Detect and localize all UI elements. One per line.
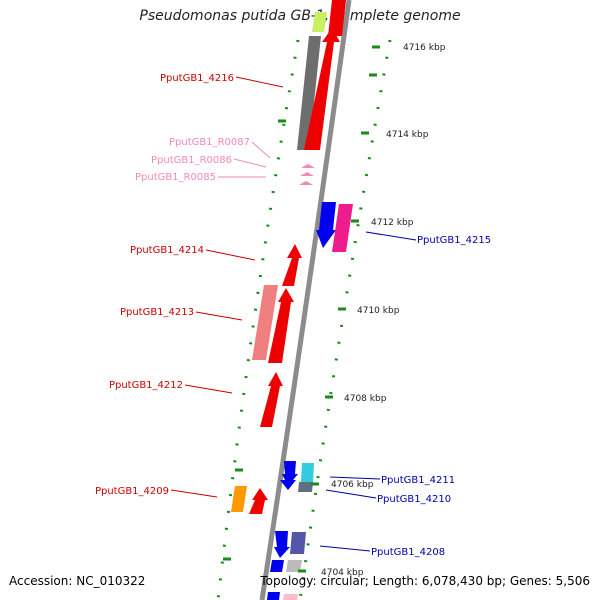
gene-label-4215: PputGB1_4215 <box>417 235 491 246</box>
topology-text: Topology: circular; Length: 6,078,430 bp… <box>260 574 590 588</box>
gene-label-r0086: PputGB1_R0086 <box>151 155 232 166</box>
tick-labels: 4716 kbp 4714 kbp 4712 kbp 4710 kbp 4708… <box>321 43 446 578</box>
leader-lines-left <box>170 76 284 498</box>
gene-arrow-4208-blue <box>274 531 290 558</box>
gene-label-r0085: PputGB1_R0085 <box>135 172 216 183</box>
gene-arrow-4210 <box>280 480 296 490</box>
tick-label: 4708 kbp <box>344 394 387 404</box>
gene-arrow-4213 <box>268 288 294 363</box>
tick-label: 4712 kbp <box>371 218 414 228</box>
gene-labels-right: PputGB1_4215 PputGB1_4211 PputGB1_4210 P… <box>371 235 491 558</box>
gene-arrow-4215 <box>316 202 336 248</box>
gene-label-4208: PputGB1_4208 <box>371 547 445 558</box>
gene-label-4210: PputGB1_4210 <box>377 494 451 505</box>
gene-label-r0087: PputGB1_R0087 <box>169 137 250 148</box>
gene-block-yellowgreen <box>312 12 327 32</box>
gene-triangle-r0086 <box>300 172 314 176</box>
gene-block-gray <box>297 36 321 150</box>
gene-block-blue-bottom <box>270 560 284 572</box>
left-strand-genes[interactable] <box>231 0 346 514</box>
tick-label: 4714 kbp <box>386 130 429 140</box>
gene-label-4213: PputGB1_4213 <box>120 307 194 318</box>
gene-labels-left: PputGB1_4216 PputGB1_R0087 PputGB1_R0086… <box>95 73 250 497</box>
gene-block-lightgray <box>286 560 302 572</box>
gene-triangle-r0085 <box>299 181 313 185</box>
gene-label-4212: PputGB1_4212 <box>109 380 183 391</box>
gene-arrow-4214 <box>282 244 302 286</box>
gene-label-4214: PputGB1_4214 <box>130 245 204 256</box>
accession-text: Accession: NC_010322 <box>9 574 146 588</box>
tick-label: 4716 kbp <box>403 43 446 53</box>
gene-block-purple <box>290 532 306 554</box>
gene-label-4209: PputGB1_4209 <box>95 486 169 497</box>
gene-arrow-4216 <box>304 28 340 150</box>
gene-label-4216: PputGB1_4216 <box>160 73 234 84</box>
gene-block-blue-bottom2 <box>267 592 280 600</box>
leader-lines-right <box>319 231 417 552</box>
gene-arrow-4211 <box>282 461 298 486</box>
gene-block-red-top <box>328 0 346 36</box>
gene-arrow-4209 <box>249 488 268 514</box>
gene-triangle-r0087 <box>301 164 315 168</box>
tick-label: 4710 kbp <box>357 306 400 316</box>
tick-marks <box>223 45 380 573</box>
tick-label: 4704 kbp <box>321 568 364 578</box>
genome-backbone <box>259 0 352 600</box>
gene-block-salmon <box>252 285 278 360</box>
gene-block-magenta <box>332 204 353 252</box>
gene-block-cyan <box>301 463 314 482</box>
gene-label-4211: PputGB1_4211 <box>381 475 455 486</box>
gene-block-slate <box>298 482 313 492</box>
right-strand-genes[interactable] <box>267 202 353 600</box>
map-title: Pseudomonas putida GB-1, complete genome <box>139 8 461 24</box>
gene-block-pink-bottom <box>283 594 298 600</box>
gene-arrow-4212 <box>260 372 283 427</box>
tick-label: 4706 kbp <box>331 480 374 490</box>
gene-block-orange <box>231 486 247 512</box>
